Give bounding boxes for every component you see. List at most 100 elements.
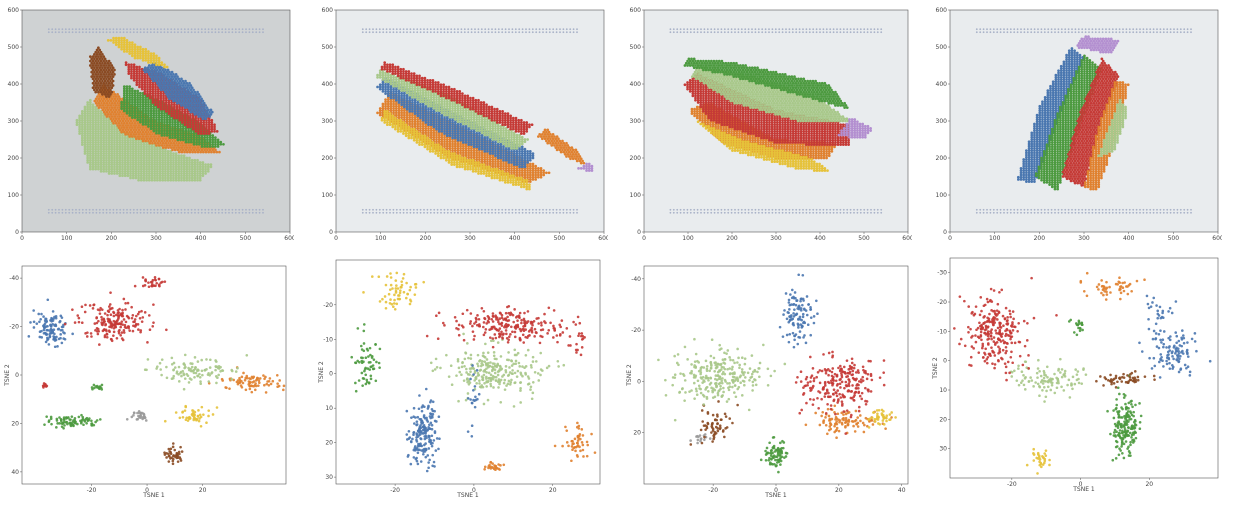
y-tick-label: 0 [943,358,947,365]
fiducial-frame [47,28,264,214]
tissue-chart-4: 0 100 200 300 400 500 600 0 100 200 300 400 500 600 [936,7,1222,242]
x-axis-label: TSNE 1 [142,492,165,498]
tissue-chart-2: 0 100 200 300 400 500 600 0 100 200 300 400 500 600 [322,7,608,242]
y-tick-label: 10 [939,387,947,394]
x-tick-label: 100 [989,235,1001,242]
y-tick-label: 20 [11,420,19,427]
y-tick-label: -20 [323,302,333,309]
cluster-2 [1106,374,1143,462]
y-tick-label: 0 [637,229,641,236]
x-tick-label: 40 [898,487,906,494]
cluster-1 [163,442,184,466]
cluster-8 [90,383,104,391]
y-tick-label: 0 [637,378,641,385]
cluster-7 [953,276,1058,382]
fiducial-frame [669,28,883,214]
x-tick-label: 200 [420,235,432,242]
y-tick-label: -10 [323,336,333,343]
x-tick-label: 600 [1212,235,1222,242]
cluster-5 [867,408,897,429]
y-tick-label: 200 [322,155,334,162]
y-axis-label: TSNE 2 [626,364,633,387]
cluster-region-3 [1061,57,1120,187]
cluster-8 [1079,271,1146,301]
x-tick-label: 200 [1034,235,1046,242]
axis-ticks: -20 0 20 40 -40 -20 0 20 [631,276,906,494]
y-tick-label: 0 [15,229,19,236]
cluster-region-2 [1034,54,1102,191]
tsne-chart-3: -20 0 20 40 -40 -20 0 20 TSNE 1 TSNE 2 [626,265,909,498]
cluster-6 [143,353,249,391]
x-tick-label: 500 [1168,235,1180,242]
axis-ticks: -20 0 20 -20 -10 0 10 20 30 [323,302,557,494]
y-tick-label: 30 [325,474,333,481]
x-tick-label: 0 [948,235,952,242]
cluster-8 [466,364,481,438]
x-axis-label: TSNE 1 [764,492,787,498]
x-tick-label: 100 [61,235,73,242]
cluster-6 [1145,294,1178,341]
cluster-5 [362,271,426,311]
tsne-panel-1: -20 0 20 -40 -20 0 20 40 TSNE 1 TSNE 2 [4,258,290,498]
plot-frame [335,259,601,485]
cluster-region-6 [1076,35,1120,54]
x-tick-label: -20 [708,487,718,494]
y-tick-label: 0 [329,229,333,236]
y-tick-label: 100 [322,192,334,199]
x-tick-label: 0 [642,235,646,242]
y-tick-label: -20 [937,299,947,306]
cluster-7 [41,382,49,389]
x-tick-label: 200 [726,235,738,242]
y-tick-label: 600 [630,7,642,14]
x-axis-label: TSNE 1 [456,492,479,498]
axis-ticks: 0 100 200 300 400 500 600 0 100 200 300 400 500 600 [322,7,608,242]
cluster-1 [1025,447,1051,475]
cluster-4 [163,404,219,428]
cluster-3 [1009,357,1088,403]
x-tick-label: 600 [598,235,608,242]
cluster-8 [778,273,819,349]
cluster-5 [1138,329,1212,379]
x-tick-label: -20 [390,487,400,494]
y-tick-label: 0 [943,229,947,236]
x-tick-label: 200 [106,235,118,242]
tsne-chart-1: -20 0 20 -40 -20 0 20 40 TSNE 1 TSNE 2 [4,265,287,498]
y-tick-label: 600 [8,7,20,14]
cluster-2 [43,413,102,430]
axis-ticks: 0 100 200 300 400 500 600 0 100 200 300 400 500 600 [8,7,294,242]
cluster-region-6 [88,46,116,98]
y-tick-label: 0 [15,372,19,379]
axis-ticks: -20 0 20 -40 -20 0 20 40 [9,275,206,494]
y-tick-label: 500 [936,44,948,51]
cluster-region-2 [696,120,829,172]
y-tick-label: 100 [8,192,20,199]
y-tick-label: 20 [325,440,333,447]
cluster-1 [759,435,789,474]
x-tick-label: 300 [770,235,782,242]
x-tick-label: 0 [145,487,149,494]
cluster-3 [553,421,597,463]
axis-ticks: 0 100 200 300 400 500 600 0 100 200 300 400 500 600 [630,7,912,242]
x-tick-label: -20 [1007,481,1017,488]
tissue-panel-3: 0 100 200 300 400 500 600 0 100 200 300 400 500 600 [626,2,912,246]
cluster-6 [657,337,787,422]
x-tick-label: 500 [240,235,252,242]
tsne-panel-4: -20 0 20 -30 -20 -10 0 10 20 30 TSNE 1 TSNE 2 [932,250,1222,492]
y-tick-label: 500 [630,44,642,51]
x-tick-label: 600 [902,235,912,242]
y-tick-label: 100 [936,192,948,199]
cluster-3 [689,400,739,446]
cluster-7 [794,350,886,435]
tissue-chart-3: 0 100 200 300 400 500 600 0 100 200 300 400 500 600 [630,7,912,242]
x-tick-label: 300 [464,235,476,242]
x-tick-label: 20 [199,487,207,494]
tissue-panel-2: 0 100 200 300 400 500 600 0 100 200 300 400 500 600 [318,2,608,246]
cluster-3 [125,409,148,422]
x-tick-label: 100 [375,235,387,242]
y-tick-label: 500 [322,44,334,51]
y-axis-label: TSNE 2 [4,364,11,387]
y-tick-label: 400 [630,81,642,88]
cluster-region-5 [142,61,214,121]
fiducial-frame [975,28,1192,214]
x-tick-label: 0 [334,235,338,242]
